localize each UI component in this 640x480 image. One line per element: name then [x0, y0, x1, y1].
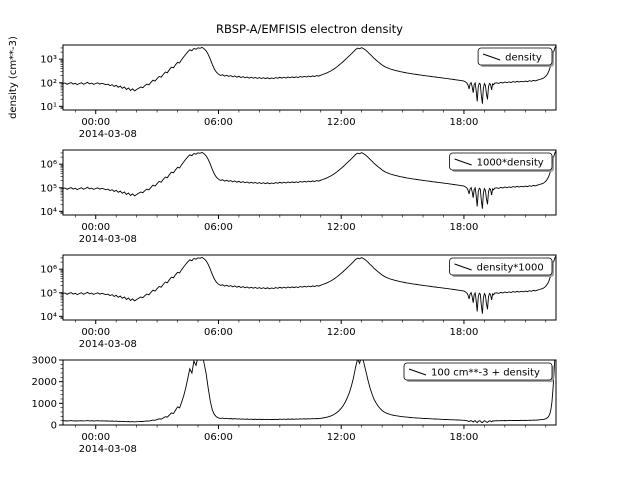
x-tick-label: 00:00	[81, 327, 110, 338]
x-axis-date-label: 2014-03-08	[79, 129, 137, 140]
x-tick-label: 06:00	[204, 117, 233, 128]
x-tick-label: 12:00	[327, 432, 356, 443]
legend-line-sample	[454, 263, 472, 271]
x-tick-label: 18:00	[450, 327, 479, 338]
y-tick-label: 10²	[40, 78, 57, 89]
y-tick-label: 10⁶	[40, 160, 57, 171]
y-tick-label: 10⁴	[40, 207, 57, 218]
density-trace	[63, 360, 556, 424]
legend-label: density*1000	[477, 263, 544, 274]
x-axis-date-label: 2014-03-08	[79, 234, 137, 245]
density-trace	[63, 150, 556, 209]
y-tick-label: 10⁶	[40, 265, 57, 276]
legend-line-sample	[482, 53, 501, 61]
x-tick-label: 06:00	[204, 327, 233, 338]
legend-box	[403, 362, 553, 381]
legend: 100 cm**-3 + density	[403, 362, 554, 382]
legend-line-sample	[408, 368, 427, 376]
legend: 1000*density	[449, 152, 554, 172]
y-tick-label: 10³	[40, 55, 57, 66]
legend-box	[449, 257, 553, 276]
legend-box	[477, 47, 553, 66]
x-tick-label: 12:00	[327, 222, 356, 233]
panel-3: 10⁴ 10⁵ 10⁶ 00:00 06:00 12:00 18:00 2014-03-08 d…	[40, 254, 557, 350]
y-tick-label: 10⁴	[40, 312, 57, 323]
x-tick-label: 00:00	[81, 432, 110, 443]
x-tick-label: 00:00	[81, 117, 110, 128]
x-tick-label: 06:00	[204, 432, 233, 443]
y-tick-label: 0	[51, 421, 57, 432]
legend-label: density	[505, 53, 542, 64]
density-trace	[63, 255, 556, 314]
y-axis-label: density (cm**-3)	[8, 36, 19, 119]
panel-4: 0 1000 2000 3000 00:00 06:00 12:00 18:00 2014-03…	[32, 356, 557, 455]
axes-frame	[62, 359, 557, 426]
density-trace	[63, 45, 556, 104]
y-tick-label: 10⁵	[40, 288, 57, 299]
legend-line-sample	[454, 158, 472, 166]
axes-frame	[62, 44, 557, 111]
panel-2: 10⁴ 10⁵ 10⁶ 00:00 06:00 12:00 18:00 2014-03-08 1…	[40, 149, 557, 245]
y-tick-label: 10¹	[40, 102, 57, 113]
x-tick-label: 18:00	[450, 432, 479, 443]
x-tick-label: 18:00	[450, 222, 479, 233]
chart-title: RBSP-A/EMFISIS electron density	[216, 22, 403, 36]
x-tick-label: 12:00	[327, 327, 356, 338]
legend: density	[477, 47, 554, 67]
panel-1: 10¹ 10² 10³ 00:00 06:00 12:00 18:00 2014-03-08 d…	[8, 36, 557, 140]
y-tick-label: 1000	[32, 399, 57, 410]
legend-label: 1000*density	[477, 158, 544, 169]
axes-frame	[62, 254, 557, 321]
x-tick-label: 12:00	[327, 117, 356, 128]
legend: density*1000	[449, 257, 554, 277]
legend-label: 100 cm**-3 + density	[431, 368, 540, 379]
x-tick-label: 18:00	[450, 117, 479, 128]
x-tick-label: 00:00	[81, 222, 110, 233]
legend-box	[449, 152, 553, 171]
y-tick-label: 10⁵	[40, 183, 57, 194]
x-tick-label: 06:00	[204, 222, 233, 233]
x-axis-date-label: 2014-03-08	[79, 339, 137, 350]
y-tick-label: 2000	[32, 377, 57, 388]
y-tick-label: 3000	[32, 356, 57, 367]
x-axis-date-label: 2014-03-08	[79, 444, 137, 455]
axes-frame	[62, 149, 557, 216]
